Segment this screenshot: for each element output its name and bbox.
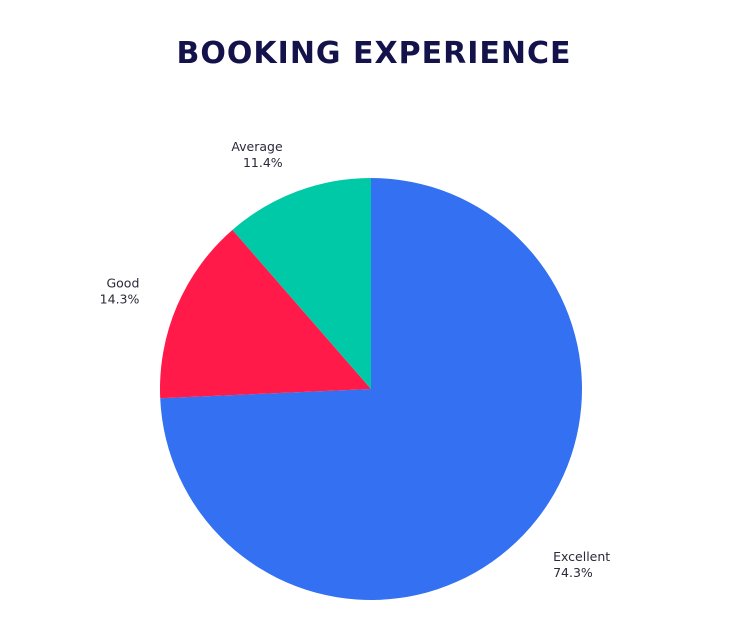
pie-slice-good [159,229,371,399]
slice-value-average: 11.4% [243,155,283,170]
slice-label-good: Good [106,276,139,291]
slice-value-good: 14.3% [100,292,140,307]
slice-label-excellent: Excellent [553,549,610,564]
pie-slice-excellent [160,178,582,600]
pie-slices [159,178,582,600]
slice-label-average: Average [231,139,283,154]
chart-title: BOOKING EXPERIENCE [176,36,572,71]
pie-slice-average [232,178,371,389]
slice-value-excellent: 74.3% [553,565,593,580]
